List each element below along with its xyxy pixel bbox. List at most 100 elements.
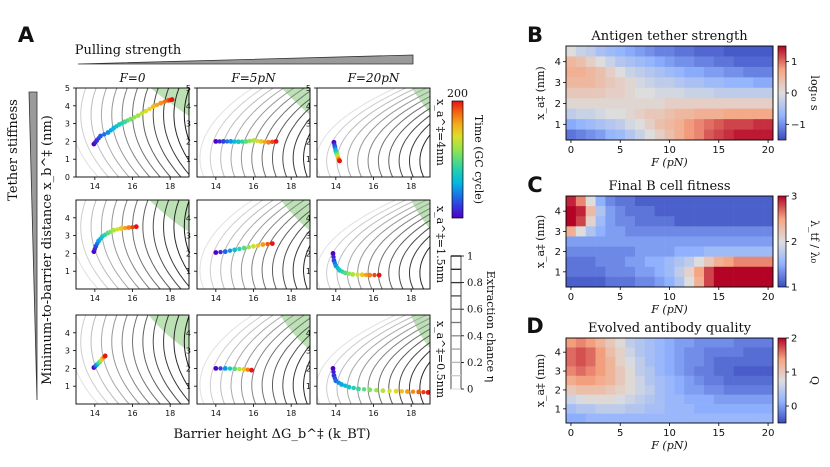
colorbar-tick-label: −1: [791, 120, 806, 131]
eta-contour: [90, 315, 120, 404]
heatmap-cell: [704, 119, 715, 130]
trajectory-point: [232, 247, 238, 253]
heatmap-cell: [575, 66, 587, 78]
heatmap-cell: [644, 98, 656, 109]
heatmap-cell: [654, 385, 665, 395]
heatmap-cell: [644, 366, 656, 377]
heatmap-cell: [615, 108, 626, 120]
trajectory-point: [387, 388, 392, 394]
trajectory-point: [222, 366, 228, 371]
heatmap-cell: [575, 56, 587, 68]
heatmap-cell: [674, 256, 685, 268]
heatmap-cell: [723, 246, 734, 257]
heatmap-cell: [704, 256, 715, 268]
x-tick-label: 18: [165, 409, 175, 418]
heatmap-cell: [694, 413, 705, 424]
x-tick-label: 14: [211, 182, 221, 191]
heatmap-cell: [723, 366, 734, 377]
heatmap-cell: [733, 46, 744, 57]
eta-contour: [302, 359, 310, 404]
heatmap-y-tick-label: 3: [555, 227, 561, 238]
heatmap-cell: [625, 375, 636, 386]
trajectory-point: [380, 388, 386, 394]
heatmap-cell: [644, 46, 656, 57]
heatmap-cell: [713, 266, 725, 278]
heatmap-cell: [605, 356, 616, 367]
heatmap-cell: [635, 413, 646, 424]
heatmap-cell: [625, 394, 636, 405]
trajectory-point: [237, 366, 242, 372]
heatmap-cell: [625, 56, 636, 68]
heatmap-cell: [664, 266, 675, 278]
eta-contour: [317, 315, 396, 404]
heatmap-cell: [704, 236, 715, 247]
heatmap-cell: [704, 375, 715, 386]
heatmap-cell: [704, 338, 715, 348]
eta-contour: [199, 315, 253, 404]
heatmap-cell: [654, 216, 665, 227]
feasible-region: [411, 88, 430, 114]
eta-contour: [173, 88, 189, 162]
heatmap-cell: [585, 394, 596, 405]
heatmap-cell: [566, 129, 577, 141]
heatmap-cell: [743, 276, 754, 288]
heatmap-cell: [585, 347, 596, 358]
y-tick-label: 5: [306, 84, 311, 93]
x-tick-label: 14: [90, 409, 100, 418]
heatmap-cell: [575, 108, 587, 120]
heatmap-cell: [694, 46, 705, 57]
heatmap-cell: [713, 276, 725, 288]
heatmap-cell: [763, 347, 774, 358]
heatmap-cell: [575, 98, 587, 109]
y-tick-label: 3: [186, 232, 191, 241]
heatmap-cell: [595, 404, 606, 414]
heatmap-cell: [763, 129, 774, 141]
heatmap-cell: [566, 206, 577, 217]
eta-contour: [409, 123, 430, 177]
eta-contour: [173, 200, 189, 274]
heatmap-cell: [595, 338, 606, 348]
panel-a-y-axis-label: Minimum-to-barrier distance x_b^‡ (nm): [40, 115, 55, 385]
heatmap-cell: [674, 66, 685, 78]
heatmap-cell: [733, 129, 744, 141]
heatmap-cell: [644, 87, 656, 99]
heatmap-cell: [753, 394, 764, 405]
x-tick-label: 16: [127, 294, 137, 303]
heatmap-cell: [664, 87, 675, 99]
eta-contour: [152, 315, 182, 404]
heatmap-cell: [644, 266, 656, 278]
trajectory-point: [98, 133, 103, 139]
x-tick-label: 18: [165, 182, 175, 191]
trajectory-point: [330, 366, 336, 371]
heatmap-cell: [763, 276, 774, 288]
heatmap-cell: [674, 216, 685, 227]
heatmap-y-tick-label: 4: [555, 348, 561, 359]
heatmap-cell: [743, 256, 754, 268]
heatmap-cell: [753, 338, 764, 348]
heatmap-cell: [674, 356, 685, 367]
heatmap-cell: [575, 206, 587, 217]
x-tick-label: 18: [406, 294, 416, 303]
heatmap-cell: [605, 246, 616, 257]
heatmap-cell: [674, 119, 685, 130]
heatmap-cell: [595, 206, 606, 217]
x-tick-label: 14: [331, 409, 341, 418]
heatmap-cell: [644, 129, 656, 141]
heatmap-cell: [654, 119, 665, 130]
x-tick-label: 16: [248, 182, 258, 191]
heatmap-cell: [713, 366, 725, 377]
heatmap-cell: [684, 206, 695, 217]
heatmap-y-tick-label: 4: [555, 207, 561, 218]
heatmap-cell: [615, 394, 626, 405]
heatmap-cell: [575, 236, 587, 247]
heatmap-cell: [625, 46, 636, 57]
trajectory-point: [246, 244, 251, 250]
heatmap-cell: [605, 87, 616, 99]
y-tick-label: 4: [186, 102, 191, 111]
eta-contour: [142, 200, 171, 289]
heatmap-cell: [566, 347, 577, 358]
heatmap-cell: [694, 366, 705, 377]
heatmap-cell: [625, 66, 636, 78]
heatmap-cell: [635, 394, 646, 405]
heatmap-cell: [575, 404, 587, 414]
